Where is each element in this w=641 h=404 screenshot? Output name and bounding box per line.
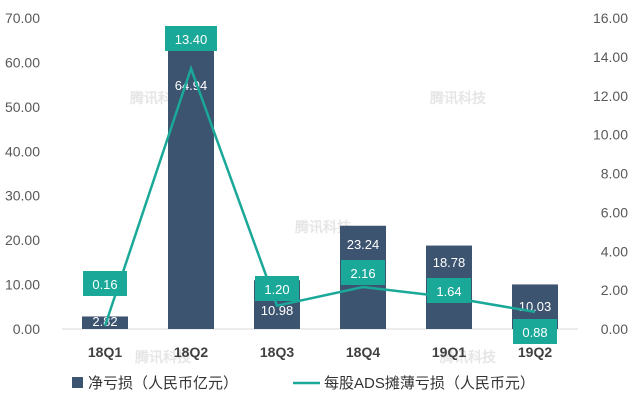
line-label-box bbox=[165, 26, 217, 51]
x-axis-tick: 19Q1 bbox=[432, 344, 466, 360]
x-axis-tick: 19Q2 bbox=[518, 344, 552, 360]
left-axis-tick: 60.00 bbox=[5, 54, 40, 70]
line-label-box bbox=[513, 319, 557, 344]
left-axis-tick: 10.00 bbox=[5, 277, 40, 293]
line-label-box bbox=[341, 260, 385, 285]
line-label-box bbox=[427, 278, 471, 303]
line-value-label: 0.88 bbox=[522, 325, 547, 340]
left-axis-tick: 70.00 bbox=[5, 10, 40, 26]
line-value-label: 2.16 bbox=[350, 266, 375, 281]
left-axis-tick: 50.00 bbox=[5, 99, 40, 115]
left-axis-tick: 20.00 bbox=[5, 232, 40, 248]
watermark-text: 腾讯科技 bbox=[135, 349, 192, 365]
right-axis-tick: 14.00 bbox=[593, 49, 628, 65]
right-axis-tick: 8.00 bbox=[601, 166, 628, 182]
bar bbox=[168, 40, 214, 329]
x-axis-tick: 18Q3 bbox=[260, 344, 294, 360]
bar-value-label: 18.78 bbox=[433, 255, 466, 270]
legend-bar-swatch bbox=[72, 377, 83, 388]
x-axis-tick: 18Q2 bbox=[174, 344, 208, 360]
legend: 净亏损（人民币亿元） 每股ADS摊薄亏损（人民币元） bbox=[72, 375, 535, 392]
right-axis-tick: 10.00 bbox=[593, 127, 628, 143]
line-label-box bbox=[83, 271, 127, 296]
legend-bar-label: 净亏损（人民币亿元） bbox=[88, 375, 238, 392]
right-axis-tick: 12.00 bbox=[593, 88, 628, 104]
x-axis-tick: 18Q1 bbox=[88, 344, 122, 360]
bar-value-label: 2.82 bbox=[92, 314, 117, 329]
right-axis-tick: 6.00 bbox=[601, 204, 628, 220]
watermark-text: 腾讯科技 bbox=[440, 349, 497, 365]
line-value-label: 13.40 bbox=[175, 32, 208, 47]
right-axis-tick: 4.00 bbox=[601, 243, 628, 259]
line-value-label: 0.16 bbox=[92, 277, 117, 292]
x-axis: 18Q1 18Q2 18Q3 18Q4 19Q1 19Q2 bbox=[88, 344, 552, 360]
right-axis-tick: 0.00 bbox=[601, 321, 628, 337]
watermark-text: 腾讯科技 bbox=[430, 90, 487, 106]
bar-value-label: 10.98 bbox=[261, 303, 294, 318]
right-axis-tick: 2.00 bbox=[601, 282, 628, 298]
left-axis-tick: 0.00 bbox=[13, 321, 40, 337]
left-axis-tick: 30.00 bbox=[5, 188, 40, 204]
line-value-label: 1.20 bbox=[264, 282, 289, 297]
left-axis-tick: 40.00 bbox=[5, 143, 40, 159]
watermark-text: 腾讯科技 bbox=[295, 219, 352, 235]
right-axis-tick: 16.00 bbox=[593, 10, 628, 26]
legend-line-label: 每股ADS摊薄亏损（人民币元） bbox=[324, 375, 535, 392]
line-value-labels: 0.16 13.40 1.20 2.16 1.64 0.88 bbox=[83, 26, 557, 344]
bar-value-label: 64.94 bbox=[175, 78, 208, 93]
left-axis: 0.00 10.00 20.00 30.00 40.00 50.00 60.00 70.00 bbox=[5, 10, 40, 337]
line-label-box bbox=[255, 276, 299, 301]
x-axis-tick: 18Q4 bbox=[346, 344, 380, 360]
line-value-label: 1.64 bbox=[436, 284, 461, 299]
bar-value-label: 23.24 bbox=[347, 237, 380, 252]
right-axis: 0.00 2.00 4.00 6.00 8.00 10.00 12.00 14.00 16.00 bbox=[593, 10, 628, 337]
